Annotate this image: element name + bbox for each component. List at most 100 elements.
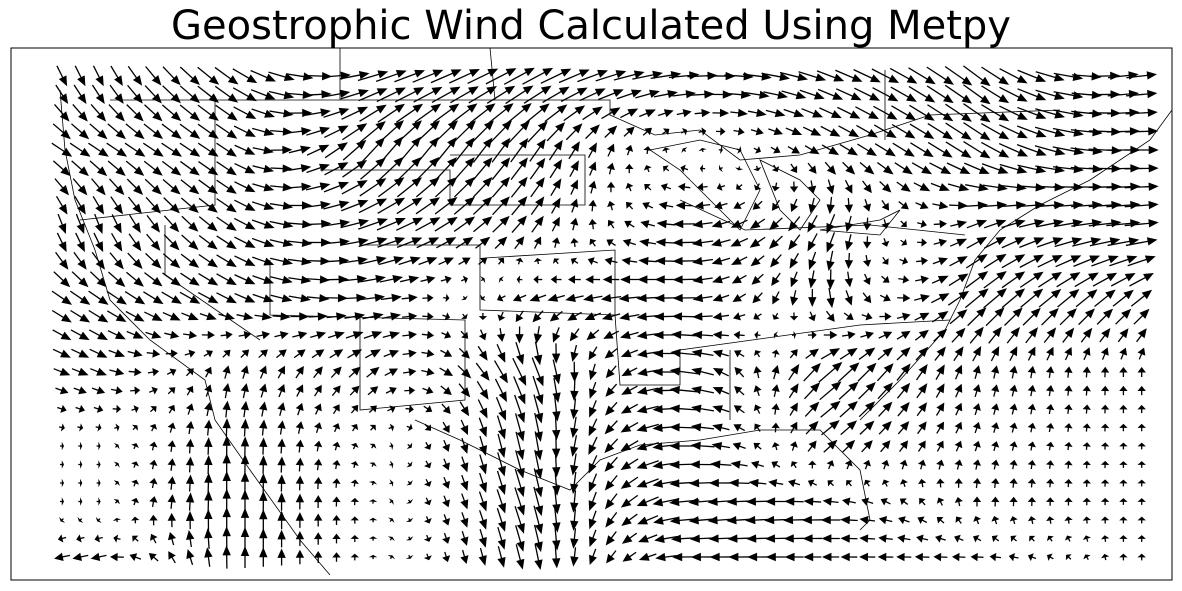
wind-arrow [972, 440, 981, 452]
wind-arrow [313, 476, 323, 490]
wind-arrow [727, 534, 751, 543]
wind-arrow [69, 290, 91, 305]
wind-arrow [972, 459, 981, 470]
wind-arrow [587, 142, 597, 158]
wind-arrow [733, 405, 745, 414]
wind-arrow [54, 552, 71, 561]
wind-arrow [821, 420, 840, 436]
wind-arrow [1124, 182, 1159, 191]
wind-arrow [876, 363, 894, 382]
wind-arrow [1127, 255, 1156, 267]
wind-arrow [716, 182, 726, 191]
wind-arrow [1020, 288, 1044, 308]
wind-arrow [340, 89, 369, 100]
wind-arrow [473, 216, 493, 233]
wind-arrow [955, 516, 963, 524]
wind-arrow [927, 141, 953, 158]
wind-arrow [1018, 219, 1045, 228]
wind-arrow [822, 497, 839, 506]
wind-arrow [74, 65, 86, 87]
wind-arrow [332, 514, 341, 526]
wind-arrow [342, 123, 368, 141]
wind-arrow [533, 326, 543, 344]
wind-arrow [604, 125, 618, 138]
wind-arrow [838, 125, 860, 138]
wind-arrow [515, 326, 524, 344]
wind-arrow [689, 534, 716, 543]
wind-arrow [358, 198, 388, 214]
wind-arrow [588, 218, 597, 230]
wind-arrow [1017, 88, 1047, 101]
wind-arrow [891, 105, 917, 121]
wind-arrow [841, 330, 856, 340]
wind-arrow [454, 137, 475, 164]
wind-arrow [51, 309, 72, 323]
wind-arrow [142, 142, 164, 157]
wind-arrow [341, 256, 368, 265]
wind-arrow [384, 368, 399, 377]
wind-arrow [1017, 69, 1047, 82]
wind-arrow [672, 256, 696, 266]
wind-arrow [983, 288, 1007, 309]
wind-arrow [124, 142, 146, 157]
wind-arrow [991, 384, 1000, 397]
wind-arrow [805, 420, 819, 435]
wind-arrow [892, 142, 915, 157]
wind-arrow [711, 238, 731, 247]
wind-arrow [691, 349, 714, 358]
wind-arrow [204, 419, 213, 436]
wind-arrow [620, 440, 639, 452]
wind-arrow [570, 217, 579, 231]
wind-arrow [1080, 327, 1093, 343]
wind-arrow [582, 106, 603, 121]
wind-arrow [947, 183, 970, 192]
wind-arrow [636, 423, 659, 432]
wind-arrow [807, 440, 817, 452]
wind-arrow [383, 349, 400, 358]
wind-arrow [514, 394, 526, 424]
wind-arrow [442, 495, 450, 508]
wind-arrow [305, 238, 332, 247]
wind-arrow [917, 238, 928, 247]
wind-arrow [432, 103, 460, 124]
wind-arrow [672, 275, 696, 284]
wind-arrow [56, 232, 67, 253]
wind-arrow [259, 473, 268, 493]
wind-arrow [145, 196, 161, 214]
wind-arrow [894, 162, 913, 175]
wind-arrow [621, 513, 638, 526]
wind-arrow [808, 288, 817, 307]
wind-arrow [508, 120, 530, 143]
wind-arrow [478, 257, 488, 265]
wind-arrow [669, 479, 700, 488]
wind-arrow [107, 330, 126, 340]
wind-arrow [670, 534, 698, 543]
wind-arrow [1100, 479, 1110, 487]
wind-arrow [972, 365, 981, 379]
wind-arrow [424, 460, 432, 469]
wind-arrow [414, 103, 442, 123]
wind-arrow [109, 367, 125, 376]
wind-arrow [636, 460, 659, 470]
wind-arrow [1027, 516, 1037, 524]
wind-arrow [513, 376, 526, 405]
wind-arrow [1025, 327, 1039, 344]
wind-arrow [680, 127, 688, 136]
wind-arrow [657, 109, 674, 118]
wind-arrow [472, 157, 493, 181]
wind-arrow [77, 423, 84, 432]
wind-arrow [423, 553, 432, 561]
wind-arrow [625, 163, 634, 174]
wind-arrow [653, 312, 678, 321]
wind-arrow [643, 146, 652, 154]
wind-arrow [991, 535, 1000, 543]
wind-arrow [771, 461, 781, 469]
wind-arrow [654, 275, 678, 284]
wind-arrow [56, 65, 68, 87]
wind-arrow [162, 66, 181, 86]
wind-arrow [110, 232, 123, 252]
wind-arrow [252, 293, 274, 303]
wind-arrow [186, 530, 195, 548]
wind-arrow [951, 327, 966, 343]
wind-arrow [842, 439, 856, 453]
